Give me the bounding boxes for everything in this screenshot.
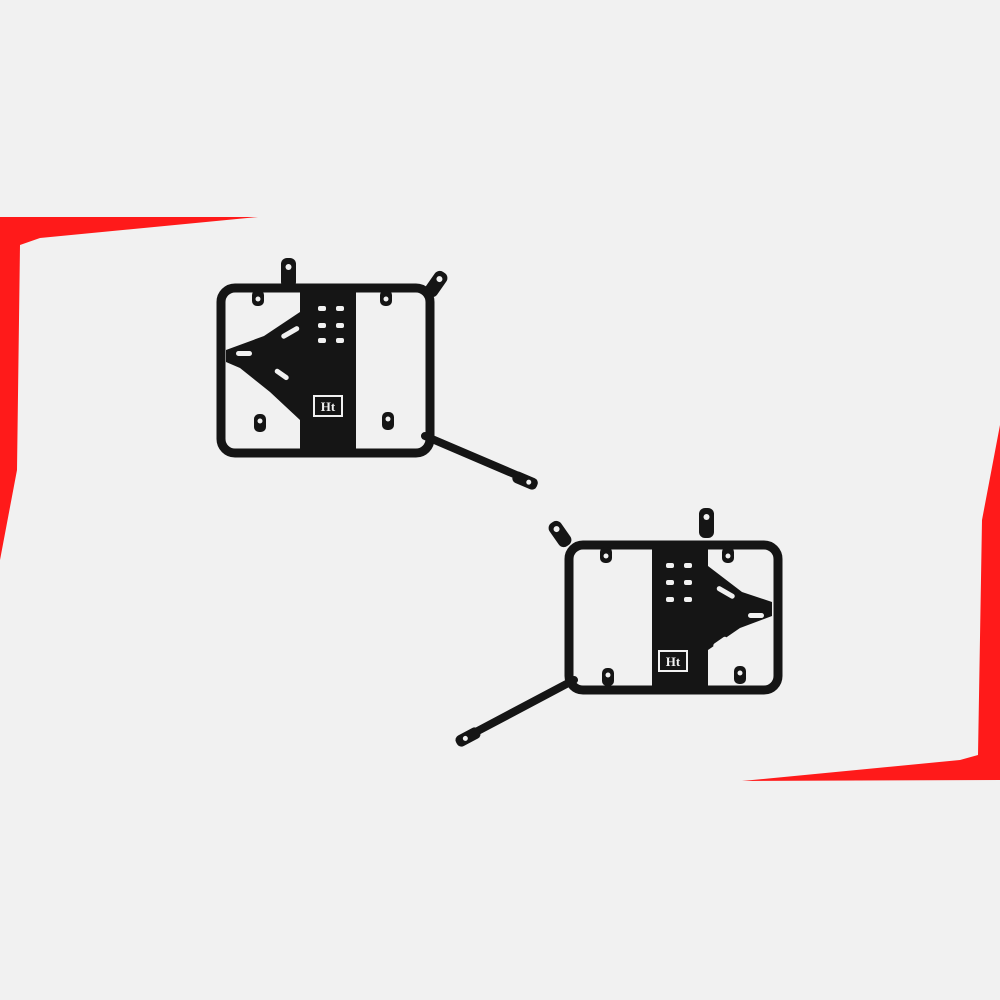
brand-logo-badge: Ht xyxy=(313,395,343,417)
support-strut xyxy=(468,676,578,738)
brand-logo-badge: Ht xyxy=(658,650,688,672)
bolt-tab xyxy=(600,547,746,686)
strut-end-tab xyxy=(455,727,481,747)
brand-logo-text: Ht xyxy=(666,654,681,669)
pannier-rack-left: Ht xyxy=(216,258,538,490)
center-plate xyxy=(226,288,356,453)
mount-tab-top-left xyxy=(548,520,572,548)
bolt-tab xyxy=(252,290,394,432)
support-strut xyxy=(421,432,532,484)
mount-tab-top xyxy=(281,258,296,288)
pannier-rack-right: Ht xyxy=(455,508,783,747)
strut-end-tab xyxy=(512,471,538,490)
center-plate xyxy=(652,545,772,690)
mount-tab-top xyxy=(699,508,714,538)
brand-logo-text: Ht xyxy=(321,399,336,414)
